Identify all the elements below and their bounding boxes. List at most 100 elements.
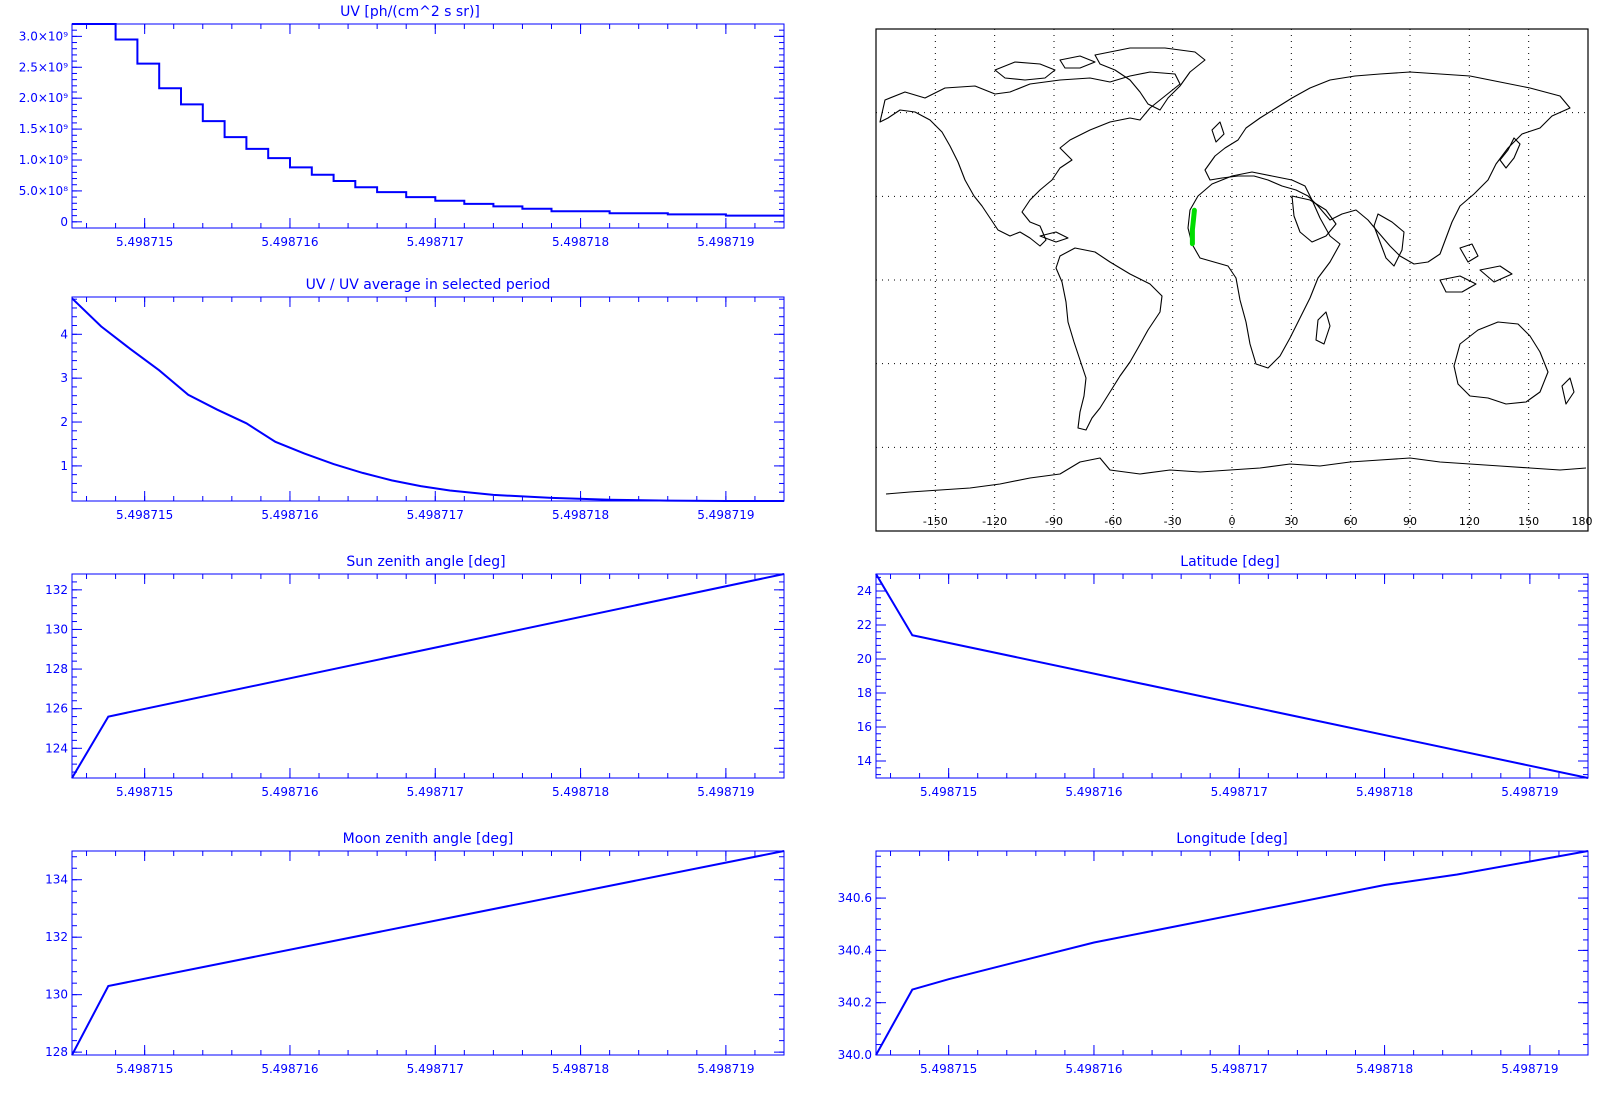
moon-zenith-y-tick-label: 134 xyxy=(45,873,68,887)
latitude-series-line xyxy=(875,573,1589,779)
longitude-y-tick-label: 340.2 xyxy=(838,996,872,1010)
sun-zenith-frame xyxy=(71,573,785,779)
uv-y-tick-label: 1.0×10⁹ xyxy=(19,153,68,167)
sun-zenith-y-tick-labels: 132 130 128 126 124 xyxy=(45,583,68,755)
uv-x-tick-label: 5.498718 xyxy=(552,235,609,249)
longitude-x-tick-label: 5.498715 xyxy=(920,1062,977,1076)
uv-title: UV [ph/(cm^2 s sr)] xyxy=(340,4,480,20)
eurasia-coastline xyxy=(1204,71,1571,265)
japan-coastline xyxy=(1499,137,1521,169)
moon-zenith-series-line xyxy=(71,850,785,1056)
uv-ratio-panel: UV / UV average in selected period 5.498… xyxy=(60,277,785,522)
uv-ratio-series-line xyxy=(71,297,784,502)
map-longitude-label: -120 xyxy=(982,515,1007,528)
moon-zenith-x-tick-labels: 5.498715 5.498716 5.498717 5.498718 5.49… xyxy=(116,1062,754,1076)
coastlines xyxy=(879,47,1587,495)
longitude-title: Longitude [deg] xyxy=(1176,831,1287,847)
sun-zenith-y-tick-label: 130 xyxy=(45,622,68,636)
longitude-axes xyxy=(876,851,1589,1056)
longitude-x-tick-label: 5.498718 xyxy=(1356,1062,1413,1076)
latitude-x-tick-label: 5.498719 xyxy=(1501,785,1558,799)
uv-ratio-y-tick-label: 1 xyxy=(60,459,68,473)
longitude-x-tick-label: 5.498716 xyxy=(1065,1062,1122,1076)
longitude-series-line xyxy=(875,850,1589,1056)
latitude-y-tick-label: 14 xyxy=(857,754,872,768)
latitude-x-tick-label: 5.498718 xyxy=(1356,785,1413,799)
moon-zenith-y-tick-label: 132 xyxy=(45,930,68,944)
uv-ratio-x-tick-label: 5.498718 xyxy=(552,508,609,522)
madagascar-coastline xyxy=(1315,311,1331,345)
map-longitude-label: 60 xyxy=(1344,515,1358,528)
moon-zenith-y-tick-labels: 134 132 130 128 xyxy=(45,873,68,1059)
caribbean-coastline xyxy=(1039,231,1069,243)
moon-zenith-x-tick-label: 5.498717 xyxy=(407,1062,464,1076)
map-longitude-label: 150 xyxy=(1518,515,1539,528)
southeast-asia-islands-coastline xyxy=(1439,243,1513,293)
latitude-frame xyxy=(875,573,1589,779)
longitude-y-tick-label: 340.6 xyxy=(838,891,872,905)
uv-ratio-x-tick-label: 5.498715 xyxy=(116,508,173,522)
satellite-track xyxy=(1189,207,1197,247)
sun-zenith-panel: Sun zenith angle [deg] 5.498715 5.498716… xyxy=(45,554,785,799)
map-longitude-label: 30 xyxy=(1284,515,1298,528)
uv-y-tick-label: 2.0×10⁹ xyxy=(19,91,68,105)
australia-coastline xyxy=(1453,321,1549,405)
latitude-y-tick-label: 24 xyxy=(857,584,872,598)
latitude-y-tick-label: 22 xyxy=(857,618,872,632)
uv-x-tick-label: 5.498716 xyxy=(261,235,318,249)
moon-zenith-x-tick-label: 5.498715 xyxy=(116,1062,173,1076)
map-longitude-label: -60 xyxy=(1104,515,1122,528)
uv-y-tick-label: 5.0×10⁸ xyxy=(19,184,68,198)
sun-zenith-axes xyxy=(72,573,785,778)
map-longitude-label: -90 xyxy=(1045,515,1063,528)
latitude-y-tick-label: 18 xyxy=(857,686,872,700)
arabian-peninsula-coastline xyxy=(1291,195,1337,243)
longitude-x-tick-label: 5.498717 xyxy=(1211,1062,1268,1076)
uk-coastline xyxy=(1211,121,1225,143)
uv-y-tick-label: 2.5×10⁹ xyxy=(19,60,68,74)
uv-ratio-x-tick-labels: 5.498715 5.498716 5.498717 5.498718 5.49… xyxy=(116,508,754,522)
moon-zenith-x-tick-label: 5.498716 xyxy=(261,1062,318,1076)
moon-zenith-y-tick-label: 128 xyxy=(45,1045,68,1059)
longitude-panel: Longitude [deg] 5.498715 5.498716 5.4987… xyxy=(838,831,1589,1076)
sun-zenith-x-tick-label: 5.498719 xyxy=(697,785,754,799)
map-longitude-label: 120 xyxy=(1459,515,1480,528)
latitude-panel: Latitude [deg] 5.498715 5.498716 5.49871… xyxy=(857,554,1589,799)
uv-ratio-axes xyxy=(72,297,785,502)
uv-x-tick-labels: 5.498715 5.498716 5.498717 5.498718 5.49… xyxy=(116,235,754,249)
moon-zenith-x-tick-label: 5.498718 xyxy=(552,1062,609,1076)
uv-frame xyxy=(71,23,785,229)
latitude-axes xyxy=(876,574,1589,778)
uv-x-tick-label: 5.498715 xyxy=(116,235,173,249)
latitude-x-tick-label: 5.498717 xyxy=(1211,785,1268,799)
uv-panel: UV [ph/(cm^2 s sr)] 5.498715 5.498716 5.… xyxy=(19,4,785,249)
greenland-coastline xyxy=(1094,47,1206,111)
map-longitude-label: 180 xyxy=(1572,515,1593,528)
uv-ratio-y-tick-label: 2 xyxy=(60,415,68,429)
sun-zenith-x-tick-label: 5.498716 xyxy=(261,785,318,799)
latitude-title: Latitude [deg] xyxy=(1180,554,1279,570)
moon-zenith-y-tick-label: 130 xyxy=(45,988,68,1002)
sun-zenith-y-tick-label: 132 xyxy=(45,583,68,597)
uv-ratio-frame xyxy=(71,296,785,502)
moon-zenith-frame xyxy=(71,850,785,1056)
latitude-x-tick-label: 5.498716 xyxy=(1065,785,1122,799)
longitude-y-tick-labels: 340.6 340.4 340.2 340.0 xyxy=(838,891,872,1062)
sun-zenith-x-tick-label: 5.498718 xyxy=(552,785,609,799)
moon-zenith-x-tick-label: 5.498719 xyxy=(697,1062,754,1076)
latitude-x-tick-labels: 5.498715 5.498716 5.498717 5.498718 5.49… xyxy=(920,785,1558,799)
south-america-coastline xyxy=(1055,247,1163,431)
latitude-y-tick-labels: 24 22 20 18 16 14 xyxy=(857,584,872,768)
uv-ratio-x-tick-label: 5.498719 xyxy=(697,508,754,522)
map-longitude-label: -150 xyxy=(923,515,948,528)
uv-y-tick-label: 3.0×10⁹ xyxy=(19,29,68,43)
uv-x-tick-label: 5.498719 xyxy=(697,235,754,249)
latitude-y-tick-label: 16 xyxy=(857,720,872,734)
new-zealand-coastline xyxy=(1561,377,1575,405)
arctic-islands-coastline xyxy=(994,55,1096,81)
sun-zenith-y-tick-label: 126 xyxy=(45,702,68,716)
map-longitude-labels: -150 -120 -90 -60 -30 0 30 60 90 120 150… xyxy=(923,515,1593,528)
latitude-x-tick-label: 5.498715 xyxy=(920,785,977,799)
uv-ratio-x-tick-label: 5.498717 xyxy=(407,508,464,522)
india-coastline xyxy=(1373,213,1405,267)
